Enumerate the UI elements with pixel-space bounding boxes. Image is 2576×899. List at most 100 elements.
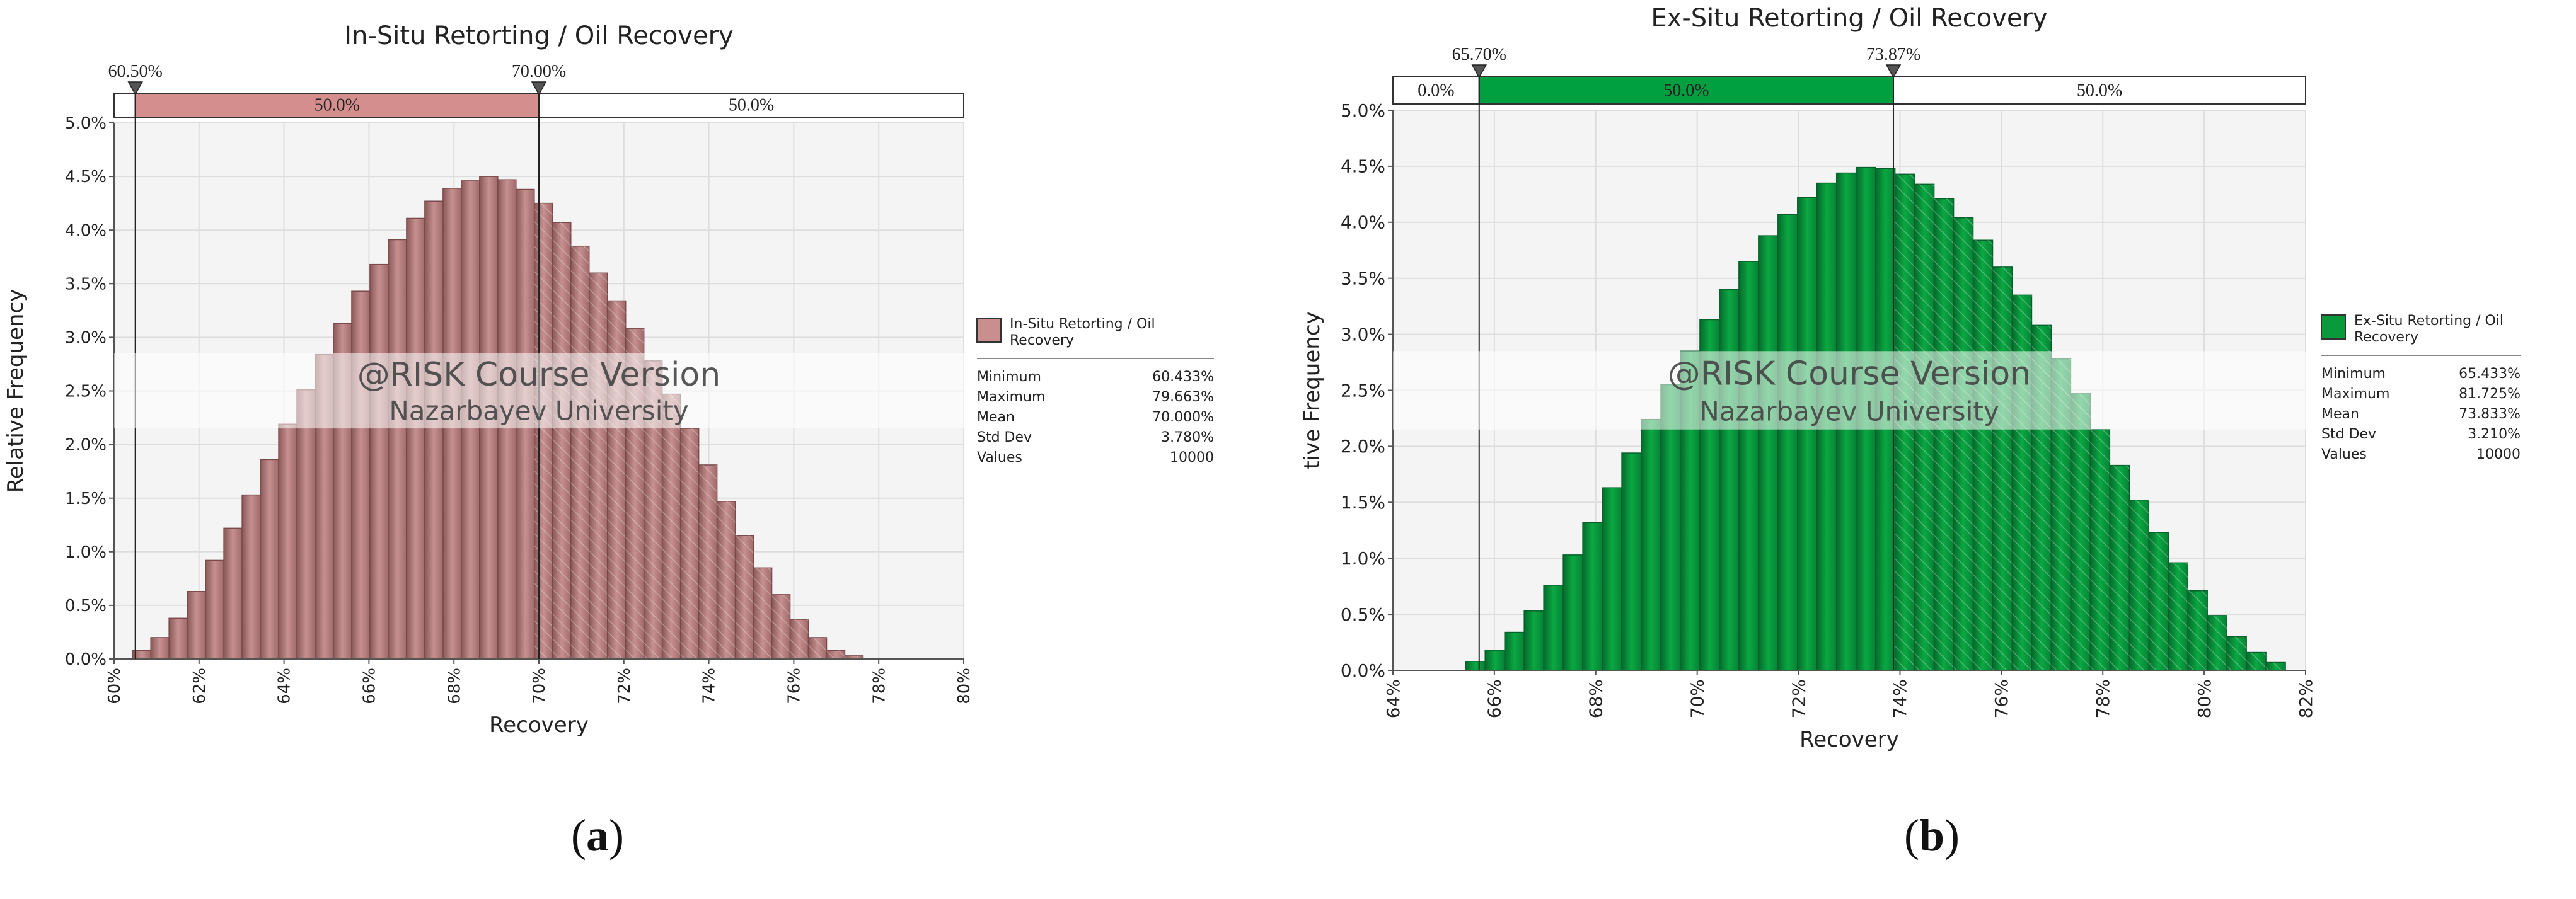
x-tick-label: 60% xyxy=(105,668,124,704)
histogram-bar xyxy=(1738,261,1759,671)
histogram-bar-hatch xyxy=(2149,532,2169,670)
x-tick-label: 76% xyxy=(785,668,804,704)
band-box xyxy=(1892,76,2306,105)
legend-stat-label: Minimum xyxy=(977,369,1041,385)
x-tick-label: 64% xyxy=(275,668,294,704)
histogram-bar-hatch xyxy=(2207,615,2227,670)
y-tick-label: 2.0% xyxy=(1341,436,1385,457)
y-tick-label: 2.0% xyxy=(65,436,107,455)
x-tick-label: 62% xyxy=(190,668,209,704)
histogram-bar-hatch xyxy=(2090,429,2110,670)
x-axis-label: Recovery xyxy=(1799,727,1899,752)
x-tick-label: 70% xyxy=(1687,679,1707,718)
histogram-bar xyxy=(1660,384,1681,671)
legend-stat-label: Mean xyxy=(977,409,1015,425)
panel-a: In-Situ Retorting / Oil Recovery 0.0% 0.5%… xyxy=(3,21,1214,861)
histogram-bar xyxy=(388,239,407,660)
x-tick-label: 76% xyxy=(1991,679,2012,718)
delimiter-label: 70.00% xyxy=(512,62,566,81)
histogram-bar xyxy=(1641,418,1661,671)
histogram-bar-hatch xyxy=(771,594,790,659)
histogram-bar xyxy=(1484,650,1505,671)
x-axis-label: Recovery xyxy=(489,713,589,738)
histogram-bar xyxy=(168,617,188,660)
legend-swatch xyxy=(2321,314,2346,340)
legend-name-line-1: In-Situ Retorting / Oil xyxy=(1010,316,1155,332)
legend-stat-value: 81.725% xyxy=(2459,386,2521,402)
legend-stat-value: 10000 xyxy=(1170,450,1214,466)
y-tick-label: 1.5% xyxy=(65,490,107,508)
watermark-line-1: @RISK Course Version xyxy=(357,356,720,394)
y-tick-label: 1.5% xyxy=(1341,492,1385,513)
y-axis-label: Relative Frequency xyxy=(3,289,28,493)
histogram-bar-hatch xyxy=(717,501,736,659)
legend-stat-value: 79.663% xyxy=(1152,389,1214,405)
x-tick-label: 64% xyxy=(1383,679,1404,718)
legend-stat-value: 65.433% xyxy=(2459,366,2521,382)
x-tick-label: 72% xyxy=(1788,679,1809,718)
x-tick-label: 66% xyxy=(1484,679,1505,718)
x-tick-label: 68% xyxy=(1586,679,1607,718)
histogram-bar-hatch xyxy=(1992,266,2013,670)
chart-title: In-Situ Retorting / Oil Recovery xyxy=(344,21,733,50)
histogram-bar-hatch xyxy=(698,464,717,659)
watermark-line-1: @RISK Course Version xyxy=(1668,355,2031,393)
legend-swatch xyxy=(976,318,1002,343)
band-label: 50.0% xyxy=(315,95,360,115)
histogram-bar xyxy=(406,217,425,660)
y-tick-label: 2.5% xyxy=(65,382,107,401)
band-label: 0.0% xyxy=(1418,81,1454,101)
x-tick-label: 74% xyxy=(1890,679,1910,718)
histogram-bar-hatch xyxy=(534,203,553,659)
histogram-bar-hatch xyxy=(1934,198,1954,670)
legend-stat-value: 73.833% xyxy=(2459,406,2521,422)
histogram-bar-hatch xyxy=(2110,465,2130,670)
histogram-bar xyxy=(1797,197,1818,671)
histogram-bar-hatch xyxy=(2129,500,2149,670)
histogram-bar xyxy=(223,527,243,660)
y-tick-label: 0.0% xyxy=(65,650,107,669)
histogram-bar xyxy=(278,423,297,660)
histogram-bar xyxy=(1621,452,1642,671)
legend-stat-label: Values xyxy=(977,450,1022,466)
histogram-bar-hatch xyxy=(808,637,827,659)
histogram-bar xyxy=(1777,214,1798,671)
histogram-bar-hatch xyxy=(2168,563,2188,670)
histogram-bar xyxy=(1602,487,1622,671)
band-label: 50.0% xyxy=(2077,81,2122,101)
legend-stat-label: Mean xyxy=(2321,406,2359,422)
x-tick-label: 72% xyxy=(615,668,634,704)
legend-name-line-2: Recovery xyxy=(2354,329,2418,345)
watermark-band xyxy=(114,353,964,429)
legend-stat-value: 3.780% xyxy=(1161,430,1214,445)
histogram-bar xyxy=(369,263,389,660)
histogram-bar-hatch xyxy=(2266,662,2286,670)
y-tick-label: 4.0% xyxy=(1341,212,1385,233)
y-tick-label: 3.5% xyxy=(1341,268,1385,289)
histogram-bar-hatch xyxy=(570,246,589,660)
delimiter-label: 73.87% xyxy=(1866,45,1920,64)
histogram-bar xyxy=(187,591,206,660)
x-tick-label: 70% xyxy=(530,668,549,704)
x-tick-label: 80% xyxy=(2194,679,2215,718)
delimiter-marker xyxy=(127,81,143,96)
x-tick-label: 80% xyxy=(955,668,974,704)
caption-letter: a xyxy=(586,810,609,861)
chart-title: Ex-Situ Retorting / Oil Recovery xyxy=(1651,4,2047,33)
histogram-bar xyxy=(260,459,279,660)
panel-caption: (a) xyxy=(571,810,624,861)
histogram-bar-hatch xyxy=(2227,636,2247,670)
histogram-bar xyxy=(1504,631,1525,671)
histogram-bar xyxy=(150,637,170,660)
caption-letter: b xyxy=(1919,810,1944,861)
histogram-bar-hatch xyxy=(680,428,699,659)
y-tick-label: 1.0% xyxy=(1341,548,1385,569)
histogram-bar xyxy=(1562,554,1583,671)
histogram-bar-hatch xyxy=(2246,652,2267,670)
legend-stat-label: Values xyxy=(2321,447,2367,462)
panel-b: Ex-Situ Retorting / Oil Recovery 0.0% 0.5%… xyxy=(1300,4,2521,861)
watermark-line-2: Nazarbayev University xyxy=(1699,396,1999,427)
histogram-bar-hatch xyxy=(1953,217,1973,670)
histogram-bar xyxy=(424,200,444,660)
